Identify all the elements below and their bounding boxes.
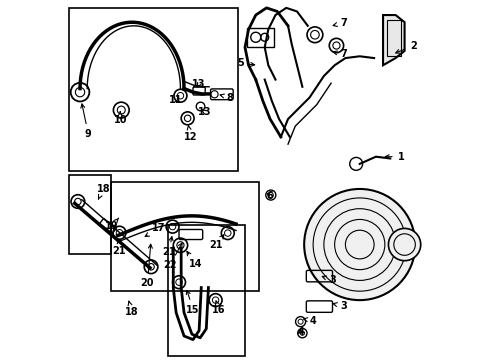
Text: 4: 4	[303, 316, 317, 325]
Polygon shape	[383, 15, 405, 65]
Text: 20: 20	[141, 244, 154, 288]
Text: 7: 7	[333, 49, 347, 59]
Text: 21: 21	[162, 237, 176, 257]
Text: 15: 15	[186, 291, 200, 315]
Text: 22: 22	[163, 243, 182, 270]
Text: 6: 6	[267, 191, 273, 201]
Text: 2: 2	[396, 41, 417, 53]
Bar	[387, 21, 401, 56]
Text: 13: 13	[198, 107, 212, 117]
Text: 16: 16	[213, 301, 226, 315]
Bar	[247, 28, 274, 47]
Text: 8: 8	[220, 93, 233, 103]
Text: 12: 12	[184, 126, 197, 142]
Bar	[111, 182, 259, 291]
Text: 4: 4	[297, 327, 304, 337]
Bar	[168, 225, 245, 356]
Text: 18: 18	[97, 184, 110, 199]
Text: 9: 9	[81, 104, 92, 139]
Text: 18: 18	[125, 301, 139, 317]
Circle shape	[304, 189, 416, 300]
Text: 7: 7	[333, 18, 347, 28]
Text: 19: 19	[105, 218, 119, 231]
Text: 11: 11	[170, 95, 183, 105]
Circle shape	[329, 39, 343, 53]
Circle shape	[389, 228, 421, 261]
Text: 17: 17	[145, 224, 166, 237]
Text: 21: 21	[112, 240, 125, 256]
Text: 3: 3	[333, 301, 347, 311]
Bar	[69, 8, 238, 171]
Text: 5: 5	[237, 58, 255, 68]
Text: 21: 21	[209, 235, 224, 250]
Text: 13: 13	[193, 79, 206, 89]
Circle shape	[266, 190, 276, 200]
Circle shape	[307, 27, 323, 42]
Text: 10: 10	[114, 112, 127, 125]
Bar	[69, 175, 111, 253]
Text: 14: 14	[187, 252, 202, 269]
Text: 1: 1	[385, 152, 404, 162]
Text: 3: 3	[322, 275, 336, 285]
